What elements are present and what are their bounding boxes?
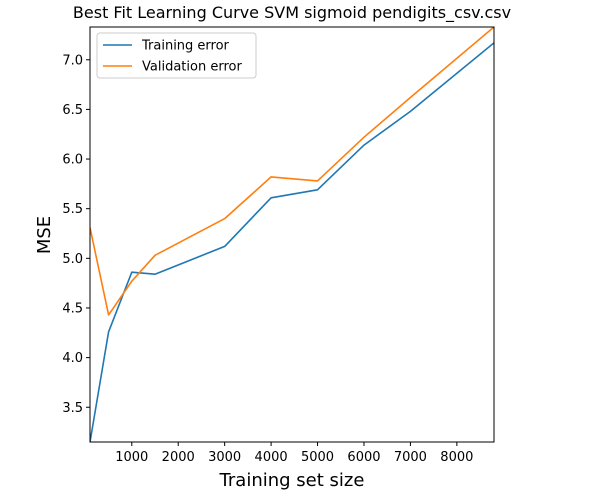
y-tick-label: 7.0	[62, 53, 83, 68]
x-tick-label: 2000	[162, 450, 195, 465]
y-tick-label: 6.0	[62, 153, 83, 168]
y-tick-label: 4.0	[62, 351, 83, 366]
legend: Training error Validation error	[96, 32, 257, 79]
plot-frame	[89, 26, 495, 443]
y-tick-label: 5.5	[62, 202, 83, 217]
x-tick-label: 4000	[255, 450, 288, 465]
y-tick-label: 5.0	[62, 252, 83, 267]
x-tick-label: 7000	[394, 450, 427, 465]
x-axis-label: Training set size	[219, 470, 365, 491]
x-tick-label: 5000	[301, 450, 334, 465]
y-tick-label: 6.5	[62, 103, 83, 118]
x-tick-label: 3000	[208, 450, 241, 465]
y-tick-label: 3.5	[62, 401, 83, 416]
series-line-0	[90, 42, 494, 442]
x-tick-label: 1000	[115, 450, 148, 465]
x-tick-label: 8000	[440, 450, 473, 465]
y-tick-label: 4.5	[62, 301, 83, 316]
y-axis-label: MSE	[34, 216, 55, 254]
legend-box	[96, 32, 257, 79]
series-line-1	[90, 27, 494, 316]
x-axis: 1000 2000 3000 4000 5000 6000 7000 8000	[115, 442, 473, 465]
series-lines	[90, 27, 494, 442]
x-tick-label: 6000	[347, 450, 380, 465]
legend-label: Validation error	[142, 60, 242, 75]
y-axis: 3.5 4.0 4.5 5.0 5.5 6.0 6.5 7.0	[62, 53, 90, 416]
chart-title: Best Fit Learning Curve SVM sigmoid pend…	[73, 3, 511, 23]
legend-label: Training error	[141, 39, 230, 54]
